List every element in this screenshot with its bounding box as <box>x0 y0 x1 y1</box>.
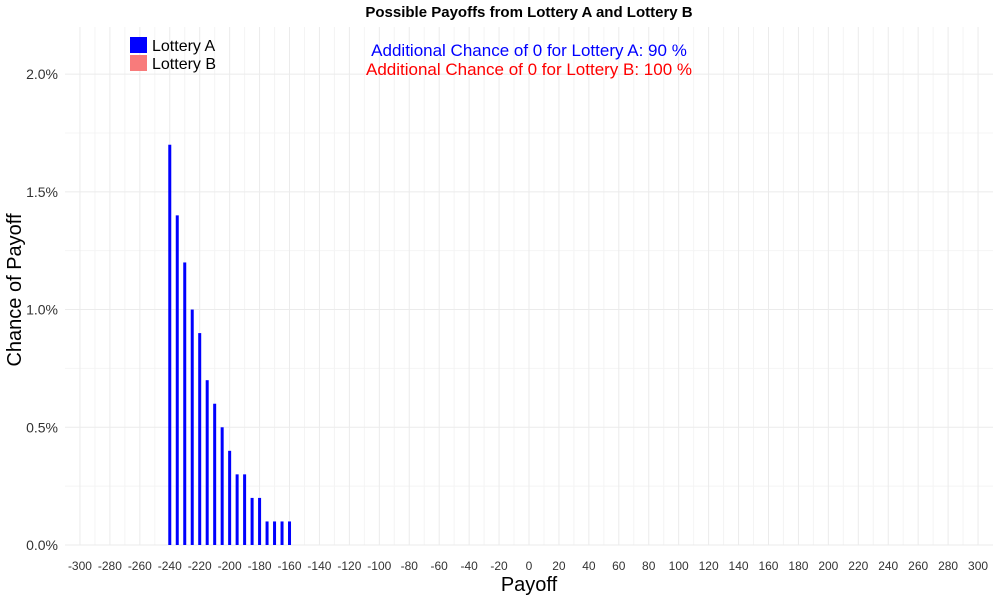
bar-lottery-a <box>258 497 262 545</box>
bar-lottery-a <box>168 144 172 545</box>
x-tick-label: 40 <box>582 559 596 573</box>
bar-lottery-a <box>183 262 187 545</box>
bar-lottery-a <box>250 497 254 545</box>
legend-swatch-lottery-b <box>130 55 147 71</box>
bar-lottery-a <box>243 474 247 545</box>
x-tick-label: 0 <box>526 559 533 573</box>
bar-lottery-a <box>265 521 269 545</box>
x-tick-label: -260 <box>128 559 152 573</box>
x-tick-label: -180 <box>248 559 272 573</box>
bar-lottery-a <box>273 521 277 545</box>
x-tick-label: 120 <box>699 559 719 573</box>
bar-lottery-a <box>213 403 217 545</box>
x-tick-label: -280 <box>98 559 122 573</box>
x-tick-label: 20 <box>552 559 566 573</box>
legend-label-lottery-a: Lottery A <box>152 38 215 55</box>
x-tick-label: 140 <box>729 559 749 573</box>
x-tick-label: 100 <box>669 559 689 573</box>
x-tick-label: -80 <box>401 559 419 573</box>
bar-lottery-a <box>198 333 202 545</box>
x-tick-label: 180 <box>788 559 808 573</box>
x-tick-label: -300 <box>68 559 92 573</box>
x-tick-label: -200 <box>218 559 242 573</box>
annotation-lottery-b: Additional Chance of 0 for Lottery B: 10… <box>366 60 692 79</box>
legend-label-lottery-b: Lottery B <box>152 56 216 73</box>
x-tick-label: 220 <box>848 559 868 573</box>
y-tick-label: 1.0% <box>26 302 58 318</box>
x-tick-label: 200 <box>818 559 838 573</box>
x-tick-label: -100 <box>367 559 391 573</box>
y-tick-labels: 0.0% 0.5% 1.0% 1.5% 2.0% <box>26 66 58 553</box>
bar-lottery-a <box>205 380 209 545</box>
x-tick-label: 240 <box>878 559 898 573</box>
legend-swatch-lottery-a <box>130 37 147 53</box>
legend: Lottery A Lottery B <box>130 37 216 73</box>
x-tick-label: -120 <box>337 559 361 573</box>
x-tick-label: -20 <box>490 559 508 573</box>
x-tick-label: -60 <box>431 559 449 573</box>
x-tick-label: -160 <box>278 559 302 573</box>
bar-lottery-a <box>235 474 239 545</box>
grid-major <box>65 27 993 546</box>
x-tick-label: 260 <box>908 559 928 573</box>
x-tick-label: -240 <box>158 559 182 573</box>
x-tick-label: -220 <box>188 559 212 573</box>
bars <box>168 144 292 545</box>
y-tick-label: 1.5% <box>26 184 58 200</box>
chart-title: Possible Payoffs from Lottery A and Lott… <box>365 4 692 21</box>
bar-lottery-a <box>228 450 232 545</box>
bar-lottery-a <box>220 427 224 545</box>
bar-lottery-a <box>288 521 292 545</box>
x-tick-label: 280 <box>938 559 958 573</box>
x-tick-label: 160 <box>758 559 778 573</box>
y-axis-title: Chance of Payoff <box>4 213 26 367</box>
x-axis-title: Payoff <box>501 574 558 596</box>
bar-lottery-a <box>190 309 194 545</box>
y-tick-label: 0.0% <box>26 537 58 553</box>
x-tick-label: -40 <box>460 559 478 573</box>
x-tick-label: -140 <box>307 559 331 573</box>
x-tick-label: 300 <box>968 559 988 573</box>
y-tick-label: 0.5% <box>26 419 58 435</box>
bar-lottery-a <box>280 521 284 545</box>
x-tick-label: 80 <box>642 559 656 573</box>
annotation-lottery-a: Additional Chance of 0 for Lottery A: 90… <box>371 41 687 60</box>
y-tick-label: 2.0% <box>26 66 58 82</box>
x-tick-label: 60 <box>612 559 626 573</box>
x-tick-labels: -300 -280 -260 -240 -220 -200 -180 -160 -140 -120… <box>68 559 988 573</box>
bar-lottery-a <box>175 215 179 545</box>
